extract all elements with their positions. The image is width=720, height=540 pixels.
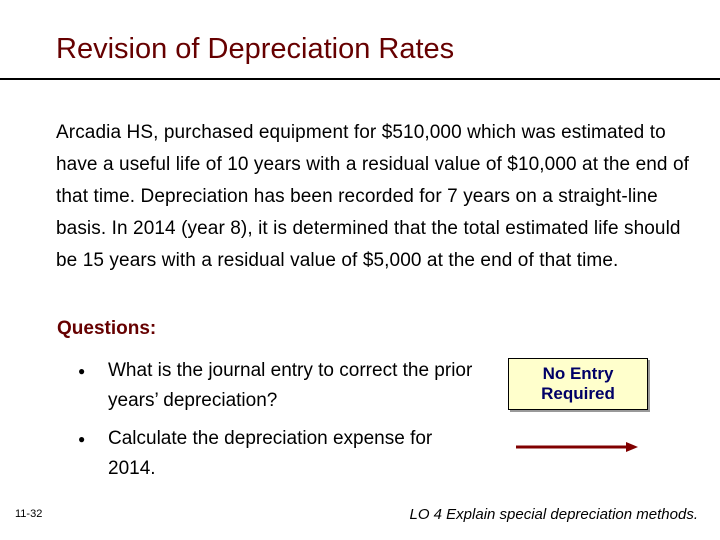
answer-text: No Entry Required	[541, 364, 615, 403]
question-item-1: What is the journal entry to correct the…	[108, 360, 473, 411]
slide-title: Revision of Depreciation Rates	[56, 33, 455, 65]
question-item-2: Calculate the depreciation expense for 2…	[108, 428, 433, 479]
title-divider	[0, 78, 720, 80]
right-arrow-icon	[516, 442, 638, 452]
learning-objective: LO 4 Explain special depreciation method…	[409, 506, 698, 523]
bullet-icon: ●	[78, 432, 86, 446]
slide-number: 11-32	[15, 508, 43, 520]
problem-paragraph: Arcadia HS, purchased equipment for $510…	[56, 122, 690, 271]
questions-heading: Questions:	[57, 318, 157, 339]
bullet-icon: ●	[78, 364, 86, 378]
answer-box: No Entry Required	[508, 358, 648, 410]
